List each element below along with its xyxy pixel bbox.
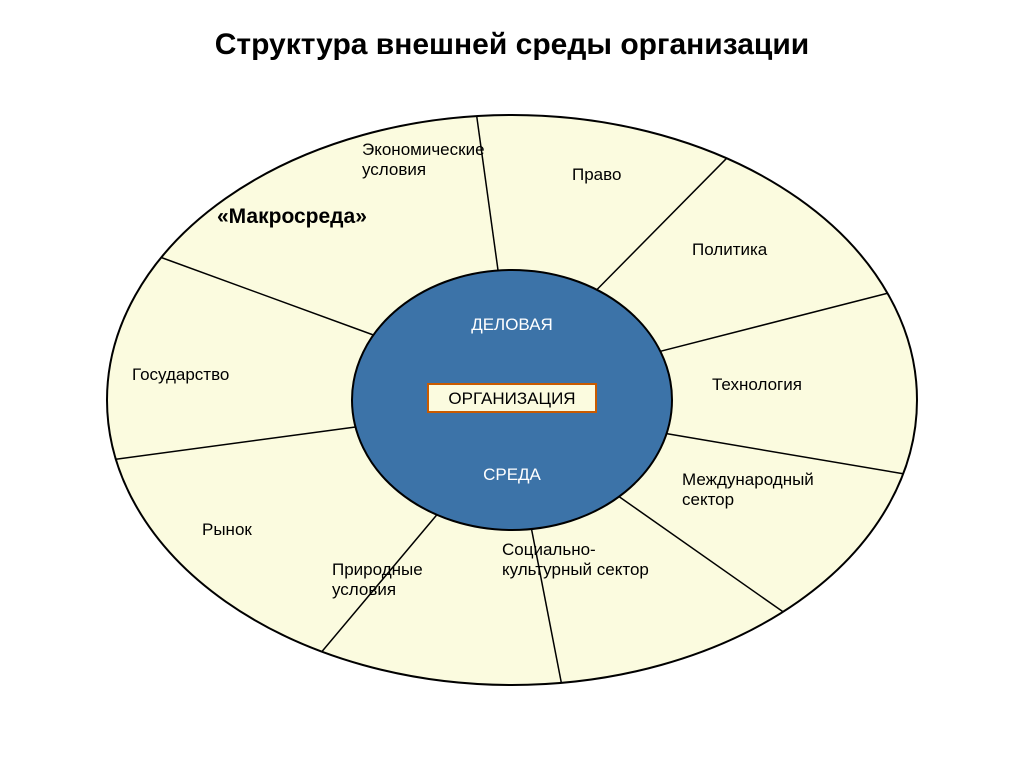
diagram-stage: «Макросреда» Экономическиеусловия Право По…: [102, 110, 922, 690]
sector-label-4: Международныйсектор: [682, 470, 814, 509]
inner-label-bottom: СРЕДА: [432, 465, 592, 485]
sector-label-3: Технология: [712, 375, 802, 395]
organization-box: ОРГАНИЗАЦИЯ: [427, 383, 597, 413]
sector-label-1: Право: [572, 165, 621, 185]
page-title: Структура внешней среды организации: [0, 28, 1024, 62]
macro-environment-label: «Макросреда»: [217, 205, 367, 229]
sector-label-8: Государство: [132, 365, 229, 385]
inner-label-top: ДЕЛОВАЯ: [432, 315, 592, 335]
sector-label-5: Социально-культурный сектор: [502, 540, 649, 579]
sector-label-6: Природныеусловия: [332, 560, 423, 599]
sector-label-7: Рынок: [202, 520, 252, 540]
sector-label-2: Политика: [692, 240, 767, 260]
sector-label-0: Экономическиеусловия: [362, 140, 485, 179]
